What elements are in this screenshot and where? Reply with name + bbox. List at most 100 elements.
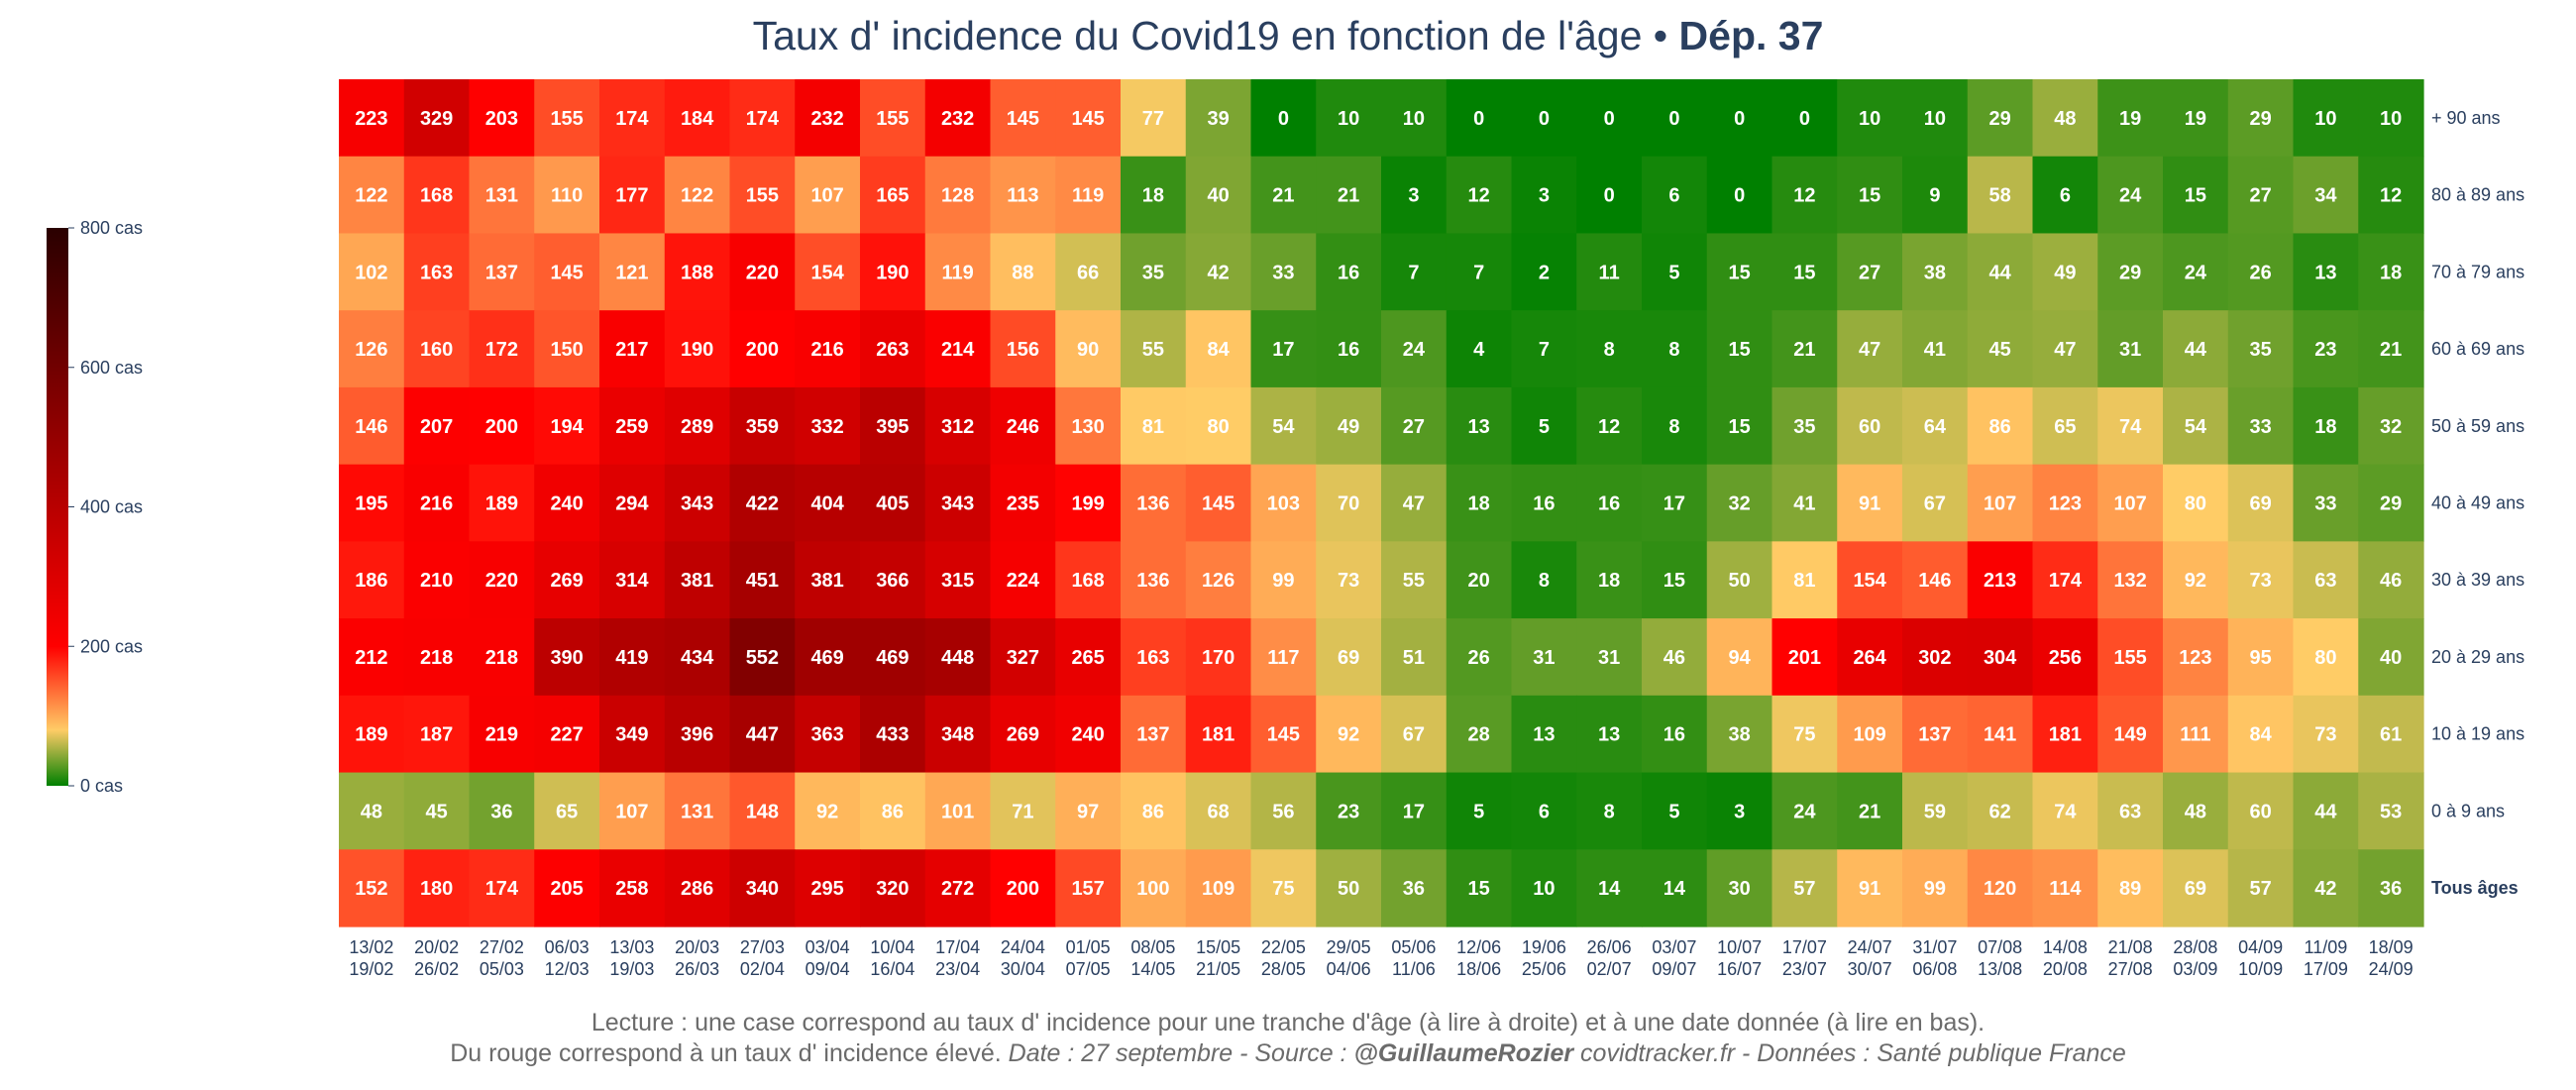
column-label-start: 24/07	[1848, 937, 1892, 957]
cell-value-label: 155	[876, 108, 909, 130]
heatmap-cell	[1055, 310, 1122, 388]
heatmap-cell	[1446, 541, 1513, 619]
heatmap-cell	[1055, 695, 1122, 774]
heatmap-cell	[469, 464, 535, 542]
cell-value-label: 469	[876, 647, 909, 669]
heatmap-cell	[1576, 310, 1643, 388]
heatmap-cell	[1055, 79, 1122, 158]
heatmap-cell	[1576, 386, 1643, 466]
cell-value-label: 131	[681, 801, 713, 822]
heatmap-cell	[924, 79, 992, 158]
column-label-start: 17/07	[1782, 937, 1827, 957]
cell-value-label: 194	[550, 416, 584, 438]
cell-value-label: 145	[1007, 108, 1039, 130]
heatmap-cell	[1121, 695, 1187, 774]
cell-value-label: 163	[420, 262, 453, 283]
cell-value-label: 235	[1007, 493, 1039, 515]
column-label-start: 04/09	[2238, 937, 2283, 957]
heatmap-cell	[1771, 772, 1838, 850]
cell-value-label: 13	[2314, 262, 2336, 283]
cell-value-label: 21	[1793, 339, 1815, 361]
cell-value-label: 314	[615, 570, 649, 592]
heatmap-cell	[1576, 464, 1643, 542]
cell-value-label: 190	[876, 262, 909, 283]
column-label-end: 23/04	[935, 959, 980, 979]
cell-value-label: 131	[485, 185, 518, 207]
heatmap-cell	[1121, 849, 1187, 927]
cell-value-label: 80	[1208, 416, 1230, 438]
heatmap-cell	[990, 541, 1056, 619]
column-label-start: 15/05	[1196, 937, 1240, 957]
cell-value-label: 220	[485, 570, 518, 592]
heatmap-cell	[2032, 618, 2098, 697]
heatmap-cell	[1511, 541, 1577, 619]
cell-value-label: 240	[550, 493, 583, 515]
column-label-end: 12/03	[545, 959, 590, 979]
heatmap-cell	[2032, 386, 2098, 466]
heatmap-cell	[2293, 310, 2359, 388]
cell-value-label: 13	[1533, 724, 1555, 746]
heatmap-cell	[1185, 233, 1252, 311]
cell-value-label: 434	[681, 647, 714, 669]
cell-value-label: 0	[1668, 108, 1679, 130]
heatmap-cell	[795, 79, 861, 158]
cell-value-label: 16	[1338, 339, 1359, 361]
heatmap-cell	[1121, 541, 1187, 619]
heatmap-cell	[729, 541, 796, 619]
heatmap-cell	[1642, 695, 1708, 774]
heatmap-cell	[1185, 156, 1252, 235]
heatmap-cell	[1381, 849, 1448, 927]
cell-value-label: 103	[1267, 493, 1300, 515]
heatmap-cell	[924, 156, 992, 235]
heatmap-cell	[1381, 695, 1448, 774]
cell-value-label: 12	[1793, 185, 1815, 207]
heatmap-cell	[860, 464, 926, 542]
cell-value-label: 48	[361, 801, 382, 822]
heatmap-cell	[924, 695, 992, 774]
cell-value-label: 42	[1208, 262, 1230, 283]
heatmap-cell	[1381, 233, 1448, 311]
heatmap-cell	[1055, 233, 1122, 311]
cell-value-label: 8	[1539, 570, 1550, 592]
heatmap-cell	[1967, 79, 2034, 158]
cell-value-label: 29	[1989, 108, 2011, 130]
column-label: 07/08 13/08	[1978, 937, 2022, 979]
heatmap-cell	[990, 772, 1056, 850]
heatmap-cell	[2358, 849, 2424, 927]
cell-value-label: 137	[1918, 724, 1951, 746]
cell-value-label: 57	[1793, 878, 1815, 900]
column-label-end: 20/08	[2043, 959, 2088, 979]
heatmap-cell	[1316, 464, 1382, 542]
cell-value-label: 89	[2119, 878, 2141, 900]
column-label: 20/02 26/02	[414, 937, 459, 979]
heatmap-cell	[1642, 464, 1708, 542]
column-label-start: 06/03	[545, 937, 590, 957]
cell-value-label: 5	[1539, 416, 1550, 438]
heatmap-cell	[1642, 849, 1708, 927]
cell-value-label: 7	[1473, 262, 1484, 283]
cell-value-label: 18	[2380, 262, 2402, 283]
heatmap-cell	[1706, 79, 1773, 158]
cell-value-label: 218	[485, 647, 518, 669]
cell-value-label: 46	[2380, 570, 2402, 592]
cell-value-label: 366	[876, 570, 909, 592]
footer-line-1: Lecture : une case correspond au taux d'…	[591, 1009, 1985, 1036]
column-label: 04/09 10/09	[2238, 937, 2283, 979]
heatmap-cell	[2163, 156, 2229, 235]
heatmap-cell	[1381, 541, 1448, 619]
cell-value-label: 5	[1668, 801, 1679, 822]
heatmap-cell	[1771, 79, 1838, 158]
column-label-end: 10/09	[2238, 959, 2283, 979]
heatmap-cell	[1967, 156, 2034, 235]
heatmap-cell	[1837, 695, 1903, 774]
column-label-end: 25/06	[1522, 959, 1566, 979]
heatmap-cell	[2097, 156, 2164, 235]
heatmap-cell	[2358, 772, 2424, 850]
heatmap-cells	[339, 79, 2424, 927]
column-label: 31/07 06/08	[1912, 937, 1957, 979]
heatmap-cell	[1837, 156, 1903, 235]
cell-value-label: 381	[810, 570, 843, 592]
footer-author: @GuillaumeRozier	[1353, 1039, 1574, 1067]
cell-value-label: 75	[1793, 724, 1815, 746]
heatmap-cell	[1250, 464, 1317, 542]
